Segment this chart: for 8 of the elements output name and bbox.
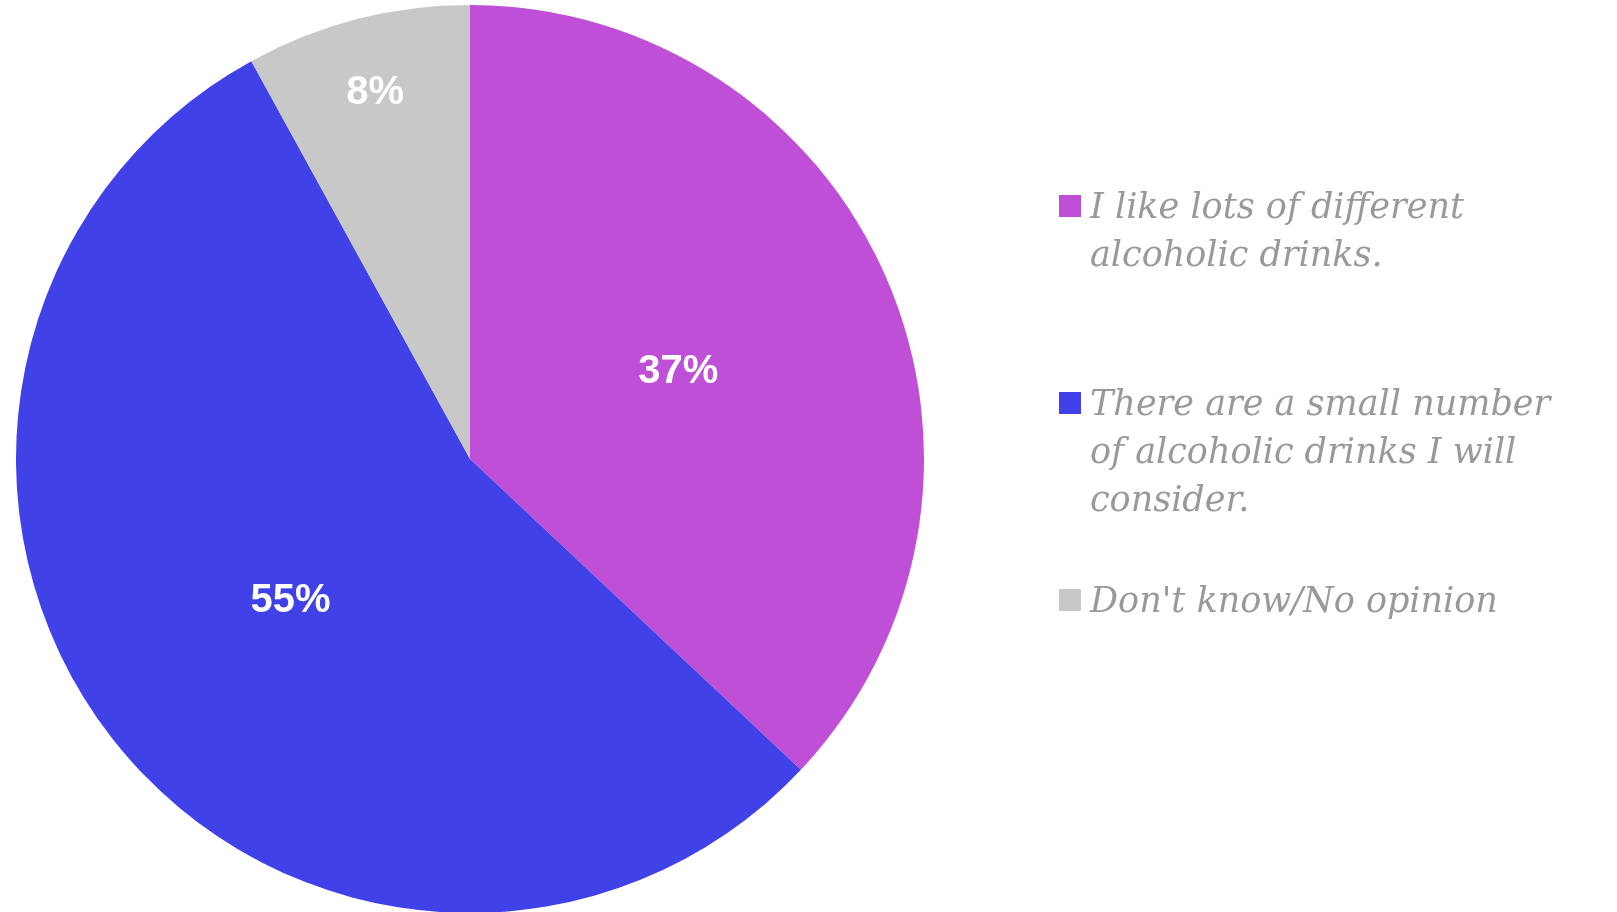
pie-slice: [251, 5, 470, 459]
pie-slice: [16, 61, 801, 912]
pie-slice: [470, 5, 924, 770]
legend-label: There are a small number of alcoholic drinks I will consider.: [1090, 383, 1553, 519]
data-label: 37%: [638, 346, 719, 391]
legend-label: Don't know/No opinion: [1089, 580, 1498, 620]
legend-label: I like lots of different alcoholic drinks.: [1089, 186, 1466, 274]
data-label: 55%: [250, 576, 331, 621]
